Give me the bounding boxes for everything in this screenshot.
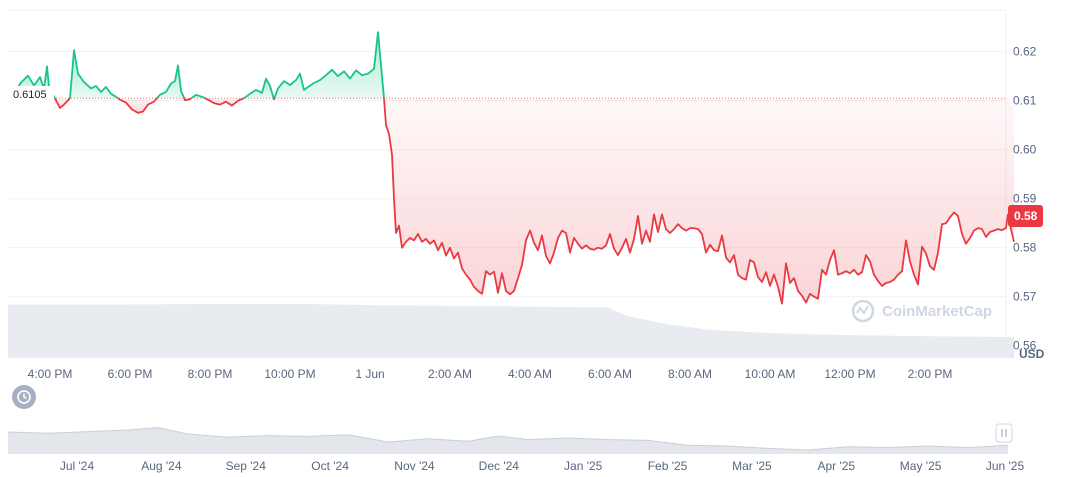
open-label-bg <box>8 86 54 102</box>
unit-label: USD <box>1019 347 1045 361</box>
x-tick-label: 2:00 AM <box>428 367 472 381</box>
price-line-up <box>190 93 206 100</box>
x-tick-label: 10:00 AM <box>745 367 796 381</box>
price-line-down <box>117 97 158 114</box>
watermark-text: CoinMarketCap <box>882 303 992 320</box>
current-price-badge: 0.58 <box>1008 205 1043 227</box>
y-axis: 0.56 0.57 0.58 0.59 0.60 0.61 0.62 <box>1013 45 1037 353</box>
x-tick-label: 1 Jun <box>355 367 384 381</box>
price-line-down <box>54 97 71 109</box>
y-tick-label: 0.59 <box>1013 192 1037 206</box>
navigator-x-tick-label: Apr '25 <box>817 459 855 473</box>
cmc-logo-mark <box>856 305 869 315</box>
navigator-line <box>7 427 1009 451</box>
area-fill-down <box>118 98 157 113</box>
navigator-handle-box[interactable] <box>995 423 1013 443</box>
range-navigator[interactable] <box>7 410 1009 454</box>
price-line-down <box>204 97 245 107</box>
y-tick-label: 0.58 <box>1013 241 1037 255</box>
open-price-label: 0.6105 <box>8 86 54 102</box>
volume-bars <box>8 304 1014 358</box>
price-line-up <box>156 64 186 99</box>
price-line-down <box>383 98 1015 305</box>
y-tick-label: 0.60 <box>1013 143 1037 157</box>
volume-area <box>8 304 1014 358</box>
navigator-x-tick-label: Feb '25 <box>648 459 688 473</box>
cmc-logo-icon <box>851 299 875 323</box>
price-line <box>7 31 1015 305</box>
price-line-up <box>69 49 119 99</box>
x-tick-label: 2:00 PM <box>908 367 953 381</box>
navigator-x-tick-label: Jun '25 <box>986 459 1025 473</box>
open-label-text: 0.6105 <box>13 89 47 101</box>
navigator-x-tick-label: Jul '24 <box>60 459 95 473</box>
navigator-x-tick-label: Mar '25 <box>732 459 772 473</box>
navigator-x-tick-label: Sep '24 <box>226 459 267 473</box>
y-tick-label: 0.62 <box>1013 45 1037 59</box>
x-tick-label: 6:00 PM <box>108 367 153 381</box>
area-fill-up <box>70 50 118 99</box>
navigator-x-tick-label: Nov '24 <box>394 459 435 473</box>
area-fill-up <box>274 32 384 99</box>
x-tick-label: 10:00 PM <box>264 367 315 381</box>
price-line-down <box>183 97 192 102</box>
area-fill-down <box>384 98 1014 304</box>
x-tick-label: 4:00 AM <box>508 367 552 381</box>
navigator-area <box>7 427 1009 454</box>
x-tick-label: 12:00 PM <box>824 367 875 381</box>
area-fills <box>8 32 1014 304</box>
navigator-x-tick-label: Jan '25 <box>564 459 603 473</box>
navigator-area-fill <box>8 427 1008 454</box>
y-tick-label: 0.57 <box>1013 290 1037 304</box>
price-line-down <box>272 97 276 101</box>
navigator-handle[interactable] <box>995 423 1013 443</box>
navigator-x-tick-label: Dec '24 <box>479 459 520 473</box>
price-line-up <box>273 31 385 99</box>
coinmarketcap-watermark: CoinMarketCap <box>851 299 992 323</box>
x-tick-label: 8:00 PM <box>188 367 233 381</box>
navigator-x-tick-label: Aug '24 <box>141 459 182 473</box>
history-icon[interactable] <box>17 390 31 404</box>
x-tick-label: 6:00 AM <box>588 367 632 381</box>
area-fill-down <box>54 98 70 108</box>
current-price-text: 0.58 <box>1014 209 1038 223</box>
price-line-up <box>243 77 275 99</box>
y-tick-label: 0.61 <box>1013 94 1037 108</box>
current-price-bg <box>1008 205 1043 227</box>
navigator-x-tick-label: Oct '24 <box>311 459 349 473</box>
y-tick-label: 0.56 <box>1013 339 1037 353</box>
x-tick-label: 8:00 AM <box>668 367 712 381</box>
x-axis: 4:00 PM 6:00 PM 8:00 PM 10:00 PM 1 Jun 2:00 A… <box>28 367 953 381</box>
history-button[interactable] <box>12 385 36 409</box>
navigator-x-tick-label: May '25 <box>900 459 942 473</box>
area-fill-up <box>157 65 185 99</box>
navigator-x-axis: Jul '24 Aug '24 Sep '24 Oct '24 Nov '24 Dec '… <box>60 459 1025 473</box>
x-tick-label: 4:00 PM <box>28 367 73 381</box>
history-icon-hands <box>23 393 27 400</box>
